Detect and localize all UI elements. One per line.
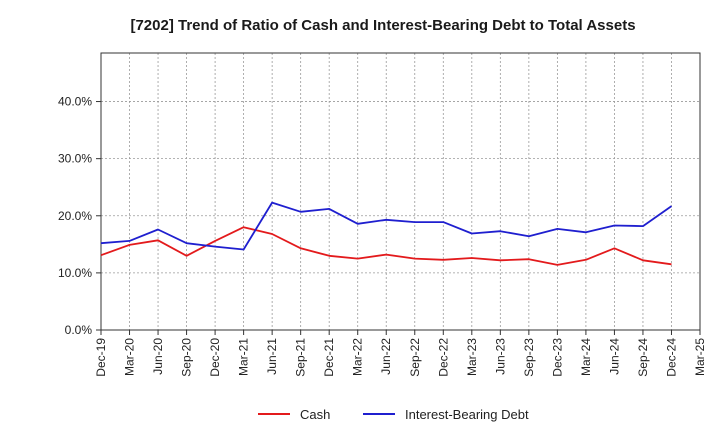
x-tick-label: Dec-21	[322, 338, 336, 377]
x-tick-label: Dec-22	[436, 338, 450, 377]
y-tick-label: 40.0%	[58, 95, 92, 109]
x-tick-label: Mar-24	[579, 338, 593, 376]
x-tick-label: Jun-22	[379, 338, 393, 375]
x-tick-label: Mar-22	[351, 338, 365, 376]
y-axis: 0.0% 10.0% 20.0% 30.0% 40.0%	[58, 95, 101, 337]
x-tick-label: Mar-21	[237, 338, 251, 376]
grid	[101, 53, 700, 330]
x-tick-label: Jun-24	[607, 338, 621, 375]
x-axis: Dec-19 Mar-20 Jun-20 Sep-20 Dec-20 Mar-21 Jun-…	[94, 330, 707, 377]
legend-label-cash: Cash	[300, 407, 330, 422]
x-tick-label: Jun-21	[265, 338, 279, 375]
legend-label-debt: Interest-Bearing Debt	[405, 407, 529, 422]
x-tick-label: Mar-23	[465, 338, 479, 376]
series-lines	[100, 201, 673, 266]
y-tick-label: 20.0%	[58, 209, 92, 223]
x-tick-label: Jun-20	[151, 338, 165, 375]
x-tick-label: Jun-23	[493, 338, 507, 375]
y-tick-label: 10.0%	[58, 266, 92, 280]
chart-title: [7202] Trend of Ratio of Cash and Intere…	[130, 17, 635, 34]
x-tick-label: Sep-24	[636, 338, 650, 377]
series-line-cash	[100, 226, 672, 266]
y-tick-label: 0.0%	[65, 323, 93, 337]
series-line-interest-bearing-debt	[100, 201, 673, 251]
y-tick-label: 30.0%	[58, 152, 92, 166]
plot-area	[100, 52, 701, 331]
x-tick-label: Dec-23	[550, 338, 564, 377]
legend: Cash Interest-Bearing Debt	[258, 407, 529, 422]
x-tick-label: Sep-21	[294, 338, 308, 377]
x-tick-label: Sep-22	[408, 338, 422, 377]
x-tick-label: Dec-24	[664, 338, 678, 377]
x-tick-label: Sep-20	[180, 338, 194, 377]
x-tick-label: Mar-25	[693, 338, 707, 376]
x-tick-label: Dec-20	[208, 338, 222, 377]
x-tick-label: Dec-19	[94, 338, 108, 377]
x-tick-label: Mar-20	[123, 338, 137, 376]
x-tick-label: Sep-23	[522, 338, 536, 377]
